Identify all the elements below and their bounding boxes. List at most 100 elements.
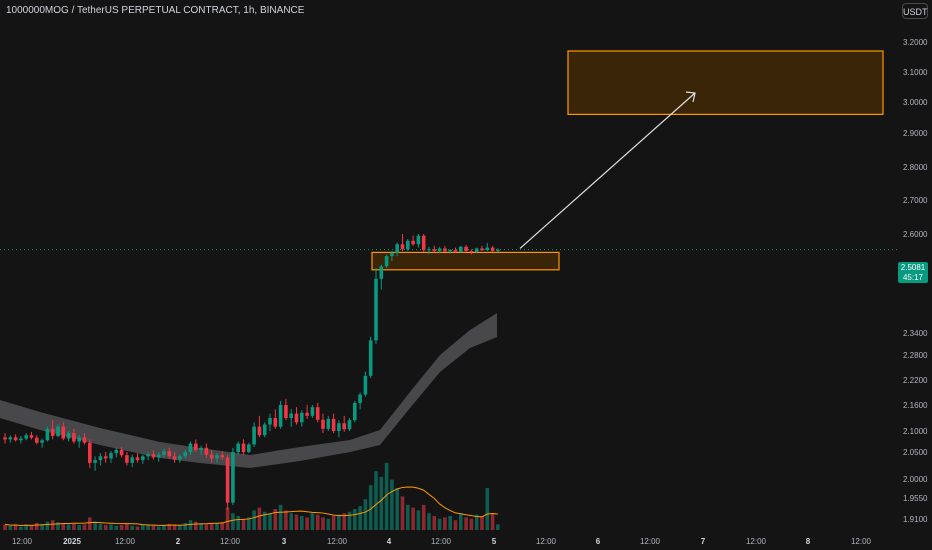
y-tick-label: 2.7000 — [903, 196, 928, 205]
candle-body — [342, 423, 346, 430]
volume-bar — [13, 524, 18, 530]
candle-body — [331, 418, 336, 431]
volume-bar — [490, 513, 495, 530]
candle-body — [485, 247, 490, 251]
candle-body — [50, 428, 55, 437]
target-zone — [567, 50, 884, 116]
volume-bar — [480, 516, 484, 530]
x-tick-label: 12:00 — [327, 537, 348, 546]
volume-bar — [151, 525, 156, 530]
y-tick-label: 2.2200 — [903, 376, 928, 385]
candle-body — [209, 454, 214, 459]
y-tick-label: 2.8000 — [903, 163, 928, 172]
volume-bar — [209, 523, 214, 530]
x-tick-label: 2 — [176, 537, 181, 546]
candle-body — [220, 455, 225, 458]
volume-bar — [109, 524, 113, 530]
volume-bar — [50, 520, 55, 530]
candle-body — [231, 452, 235, 503]
volume-bar — [331, 516, 336, 530]
y-tick-label: 3.1000 — [903, 68, 928, 77]
volume-bar — [390, 479, 394, 530]
arrow-head — [685, 91, 696, 103]
projection-arrow — [519, 92, 696, 249]
volume-bar — [66, 524, 71, 530]
volume-bar — [294, 514, 299, 530]
volume-bar — [231, 513, 235, 530]
candle-body — [421, 235, 426, 251]
last-price-label: 2.5081 — [900, 263, 926, 272]
volume-bar — [432, 516, 437, 530]
candle-body — [93, 460, 97, 463]
candle-body — [374, 278, 378, 341]
candle-body — [103, 456, 108, 459]
candle-body — [363, 375, 368, 395]
volume-bar — [45, 521, 50, 530]
volume-bar — [241, 518, 246, 530]
countdown-label: 45:17 — [902, 273, 924, 282]
volume-bar — [77, 524, 81, 530]
candle-body — [225, 457, 230, 503]
volume-bar — [368, 485, 373, 530]
candle-body — [289, 413, 293, 418]
candle-body — [310, 407, 315, 416]
volume-bar — [384, 462, 389, 530]
volume-bar — [183, 523, 187, 530]
candle-body — [247, 444, 251, 452]
volume-bar — [8, 525, 13, 530]
volume-bar — [284, 510, 288, 530]
volume-bar — [225, 507, 230, 530]
y-tick-label: 2.1000 — [903, 427, 928, 436]
x-tick-label: 4 — [387, 537, 392, 546]
candle-body — [453, 250, 458, 252]
volume-bar — [141, 524, 145, 530]
candle-body — [35, 437, 39, 443]
volume-bar — [19, 526, 23, 530]
candle-body — [194, 443, 198, 450]
volume-bar — [411, 507, 415, 530]
volume-bar — [268, 513, 272, 530]
y-tick-label: 2.0000 — [903, 475, 928, 484]
volume-bar — [188, 520, 193, 530]
candle-body — [432, 249, 437, 251]
x-tick-label: 2025 — [63, 537, 81, 546]
y-tick-label: 3.0000 — [903, 98, 928, 107]
candle-body — [8, 437, 13, 440]
candle-body — [77, 437, 81, 442]
volume-bar — [443, 517, 447, 530]
volume-bar — [220, 522, 225, 530]
candle-body — [125, 455, 129, 463]
volume-bar — [262, 511, 267, 530]
candle-body — [464, 246, 468, 251]
currency-button[interactable]: USDT — [902, 3, 928, 19]
candle-body — [88, 442, 92, 463]
volume-bar — [485, 488, 490, 530]
volume-bar — [61, 523, 66, 530]
candle-body — [368, 340, 373, 376]
volume-bar — [469, 518, 474, 530]
y-tick-label: 1.9100 — [903, 515, 928, 524]
candle-body — [141, 456, 145, 461]
candle-body — [257, 426, 262, 436]
y-tick-label: 2.0500 — [903, 448, 928, 457]
volume-bar — [88, 517, 92, 530]
volume-bar — [236, 516, 240, 530]
y-tick-label: 2.6000 — [903, 230, 928, 239]
volume-bar — [146, 524, 150, 530]
volume-bar — [56, 522, 60, 530]
candle-body — [66, 433, 71, 439]
volume-bar — [247, 517, 251, 530]
volume-bar — [363, 499, 368, 530]
candle-body — [162, 451, 166, 455]
candle-body — [480, 248, 484, 251]
volume-bar — [194, 521, 198, 530]
volume-bar — [342, 513, 346, 530]
candle-body — [315, 407, 320, 420]
candle-body — [347, 420, 352, 430]
candle-body — [252, 426, 256, 445]
candle-body — [262, 424, 267, 436]
volume-bar — [199, 523, 203, 530]
x-tick-label: 8 — [806, 537, 811, 546]
candle-body — [178, 456, 182, 460]
